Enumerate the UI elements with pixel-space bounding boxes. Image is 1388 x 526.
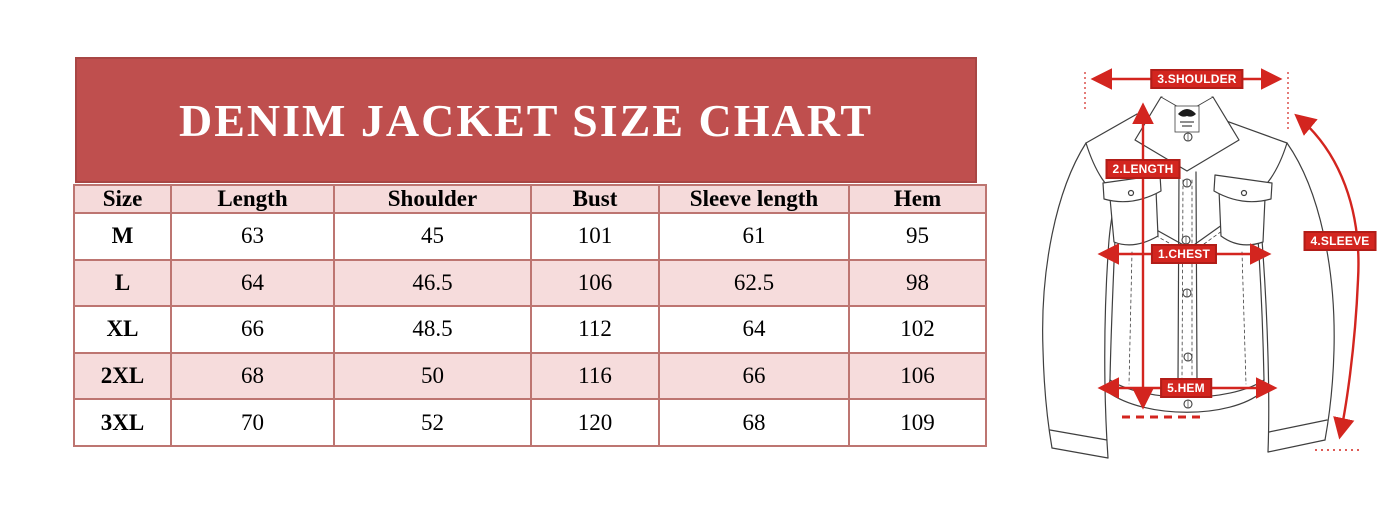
sleeve-measure-label: 4.SLEEVE [1303, 231, 1377, 251]
length-cell: 66 [170, 305, 335, 354]
hem-cell: 106 [848, 351, 987, 401]
table-row: 3XL 70 52 120 68 109 [73, 398, 987, 447]
col-header-length: Length [170, 184, 335, 214]
shoulder-cell: 50 [333, 351, 532, 401]
col-header-hem: Hem [848, 184, 987, 214]
hem-cell: 109 [848, 398, 987, 447]
size-cell: 2XL [73, 351, 172, 401]
bust-cell: 112 [530, 305, 660, 354]
hem-cell: 102 [848, 305, 987, 354]
sleeve-length-cell: 61 [658, 212, 850, 261]
shoulder-cell: 45 [333, 212, 532, 261]
shoulder-measure-label: 3.SHOULDER [1150, 69, 1244, 89]
sleeve-length-cell: 66 [658, 351, 850, 401]
length-cell: 68 [170, 351, 335, 401]
size-cell: XL [73, 305, 172, 354]
bust-cell: 106 [530, 258, 660, 308]
length-cell: 63 [170, 212, 335, 261]
table-row: XL 66 48.5 112 64 102 [73, 305, 987, 354]
table-row: 2XL 68 50 116 66 106 [73, 351, 987, 401]
sleeve-length-cell: 68 [658, 398, 850, 447]
bust-cell: 116 [530, 351, 660, 401]
collar-brand-patch [1174, 105, 1200, 133]
size-chart-table: Size Length Shoulder Bust Sleeve length … [73, 184, 987, 447]
sleeve-length-cell: 62.5 [658, 258, 850, 308]
shoulder-cell: 46.5 [333, 258, 532, 308]
front-buttons [1181, 132, 1193, 409]
col-header-size: Size [73, 184, 172, 214]
shoulder-cell: 52 [333, 398, 532, 447]
hem-measure-label: 5.HEM [1160, 378, 1212, 398]
size-cell: M [73, 212, 172, 261]
col-header-bust: Bust [530, 184, 660, 214]
hem-cell: 95 [848, 212, 987, 261]
col-header-sleeve-length: Sleeve length [658, 184, 850, 214]
length-measure-label: 2.LENGTH [1105, 159, 1181, 179]
sleeve-arrow [1294, 113, 1360, 440]
jacket-measurement-diagram: 3.SHOULDER 2.LENGTH 4.SLEEVE 1.CHEST 5.H… [1010, 40, 1388, 526]
col-header-shoulder: Shoulder [333, 184, 532, 214]
table-row: L 64 46.5 106 62.5 98 [73, 258, 987, 308]
table-row: M 63 45 101 61 95 [73, 212, 987, 261]
size-cell: 3XL [73, 398, 172, 447]
table-header-row: Size Length Shoulder Bust Sleeve length … [73, 184, 987, 214]
length-cell: 64 [170, 258, 335, 308]
bust-cell: 101 [530, 212, 660, 261]
size-cell: L [73, 258, 172, 308]
chest-measure-label: 1.CHEST [1150, 244, 1218, 264]
shoulder-cell: 48.5 [333, 305, 532, 354]
title-banner: DENIM JACKET SIZE CHART [75, 57, 977, 183]
length-cell: 70 [170, 398, 335, 447]
bust-cell: 120 [530, 398, 660, 447]
sleeve-length-cell: 64 [658, 305, 850, 354]
page-title: DENIM JACKET SIZE CHART [178, 94, 874, 146]
jacket-line-art [1042, 68, 1362, 459]
hem-cell: 98 [848, 258, 987, 308]
